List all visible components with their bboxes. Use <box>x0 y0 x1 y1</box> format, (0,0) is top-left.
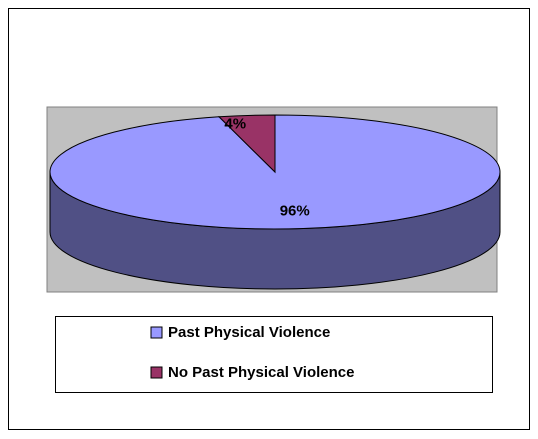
legend-label: Past Physical Violence <box>168 324 330 341</box>
legend <box>55 316 493 393</box>
pie-slice <box>217 114 276 174</box>
legend-swatch <box>150 366 163 379</box>
data-label: 4% <box>224 115 246 132</box>
legend-swatch <box>150 326 163 339</box>
legend-label: No Past Physical Violence <box>168 364 354 381</box>
data-label: 96% <box>280 203 310 220</box>
